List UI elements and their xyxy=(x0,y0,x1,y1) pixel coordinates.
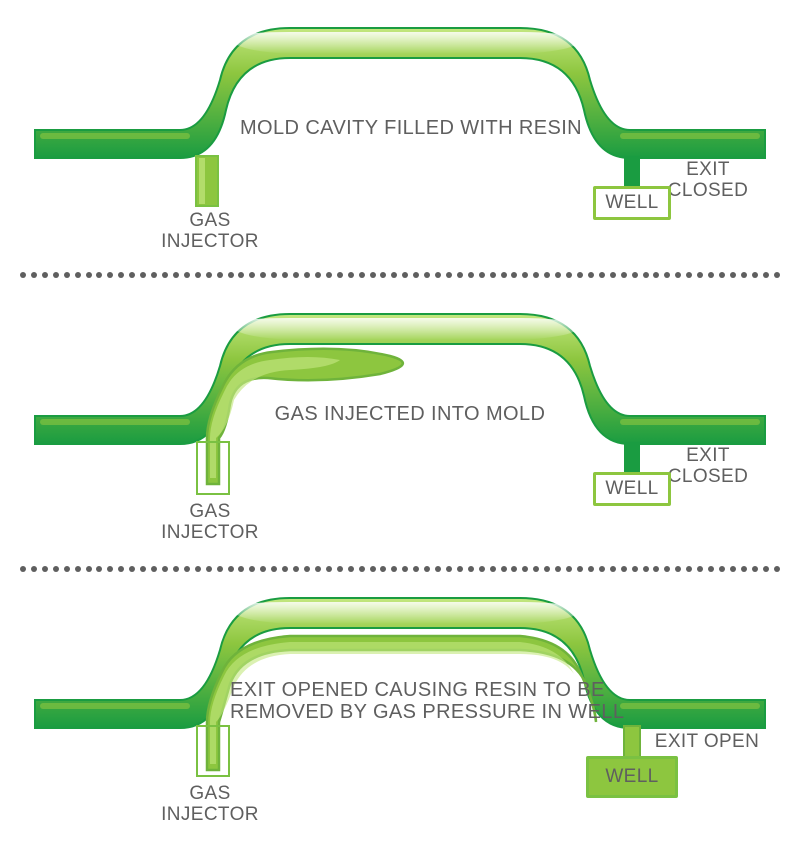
panel-2: GAS INJECTED INTO MOLD EXIT CLOSED WELL … xyxy=(0,278,800,566)
mold-gloss xyxy=(231,32,578,54)
exit-label: EXIT OPEN xyxy=(652,732,762,753)
exit-stub xyxy=(624,726,640,758)
panel-caption: MOLD CAVITY FILLED WITH RESIN xyxy=(240,118,580,140)
panel-3: EXIT OPENED CAUSING RESIN TO BE REMOVED … xyxy=(0,572,800,855)
well-label: WELL xyxy=(605,478,658,500)
panel-1: MOLD CAVITY FILLED WITH RESIN EXIT CLOSE… xyxy=(0,0,800,272)
gas-injector xyxy=(196,156,218,206)
injector-label: GAS INJECTOR xyxy=(150,784,270,825)
injector-label: GAS INJECTOR xyxy=(150,211,270,252)
panel-caption: GAS INJECTED INTO MOLD xyxy=(260,404,560,426)
well-box: WELL xyxy=(593,186,671,220)
mold-gloss xyxy=(231,602,578,624)
well-box: WELL xyxy=(593,472,671,506)
well-box: WELL xyxy=(586,756,678,798)
exit-stub xyxy=(624,442,640,472)
panel-caption: EXIT OPENED CAUSING RESIN TO BE REMOVED … xyxy=(230,680,600,723)
well-label: WELL xyxy=(605,766,658,788)
injector-label: GAS INJECTOR xyxy=(150,502,270,543)
well-label: WELL xyxy=(605,192,658,214)
mold-gloss xyxy=(231,318,578,340)
exit-stub xyxy=(624,156,640,186)
